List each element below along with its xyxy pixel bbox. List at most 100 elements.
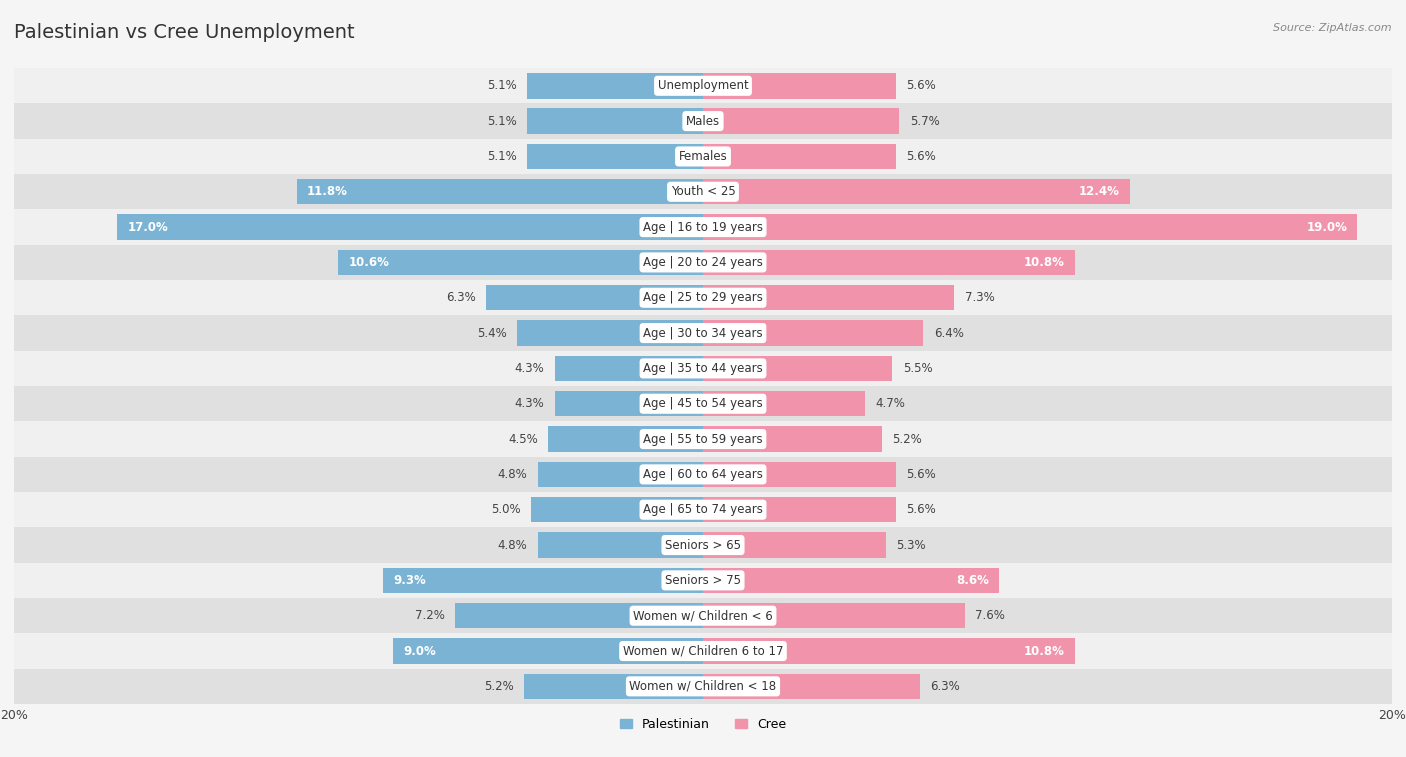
Bar bbox=[703, 108, 900, 134]
Text: Seniors > 65: Seniors > 65 bbox=[665, 538, 741, 552]
Bar bbox=[703, 250, 1076, 275]
Bar bbox=[703, 285, 955, 310]
Bar bbox=[527, 73, 703, 98]
Text: Youth < 25: Youth < 25 bbox=[671, 185, 735, 198]
Text: 5.0%: 5.0% bbox=[491, 503, 520, 516]
Text: 12.4%: 12.4% bbox=[1078, 185, 1119, 198]
Text: 10.6%: 10.6% bbox=[349, 256, 389, 269]
Bar bbox=[537, 462, 703, 487]
Text: 17.0%: 17.0% bbox=[128, 220, 169, 234]
Text: 5.6%: 5.6% bbox=[907, 468, 936, 481]
Text: Age | 25 to 29 years: Age | 25 to 29 years bbox=[643, 291, 763, 304]
Bar bbox=[14, 139, 1392, 174]
Bar bbox=[537, 532, 703, 558]
Text: 5.1%: 5.1% bbox=[488, 79, 517, 92]
Text: 4.7%: 4.7% bbox=[875, 397, 905, 410]
Bar bbox=[703, 638, 1076, 664]
Bar bbox=[703, 568, 1000, 593]
Text: Age | 65 to 74 years: Age | 65 to 74 years bbox=[643, 503, 763, 516]
Text: Males: Males bbox=[686, 114, 720, 128]
Text: 5.6%: 5.6% bbox=[907, 503, 936, 516]
Bar bbox=[703, 603, 965, 628]
Bar bbox=[531, 497, 703, 522]
Text: 5.1%: 5.1% bbox=[488, 150, 517, 163]
Bar bbox=[14, 668, 1392, 704]
Text: 4.5%: 4.5% bbox=[508, 432, 537, 446]
Bar bbox=[703, 532, 886, 558]
Bar bbox=[703, 214, 1358, 240]
Bar bbox=[297, 179, 703, 204]
Text: 7.3%: 7.3% bbox=[965, 291, 994, 304]
Text: Age | 16 to 19 years: Age | 16 to 19 years bbox=[643, 220, 763, 234]
Text: 6.4%: 6.4% bbox=[934, 326, 963, 340]
Text: 10.8%: 10.8% bbox=[1024, 256, 1064, 269]
Text: Age | 45 to 54 years: Age | 45 to 54 years bbox=[643, 397, 763, 410]
Bar bbox=[527, 108, 703, 134]
Bar bbox=[486, 285, 703, 310]
Bar bbox=[337, 250, 703, 275]
Text: 7.2%: 7.2% bbox=[415, 609, 444, 622]
Text: Source: ZipAtlas.com: Source: ZipAtlas.com bbox=[1274, 23, 1392, 33]
Text: Women w/ Children < 18: Women w/ Children < 18 bbox=[630, 680, 776, 693]
Bar bbox=[14, 598, 1392, 634]
Text: 9.3%: 9.3% bbox=[392, 574, 426, 587]
Text: Age | 30 to 34 years: Age | 30 to 34 years bbox=[643, 326, 763, 340]
Bar bbox=[14, 456, 1392, 492]
Bar bbox=[703, 144, 896, 169]
Text: Females: Females bbox=[679, 150, 727, 163]
Bar bbox=[392, 638, 703, 664]
Bar bbox=[527, 144, 703, 169]
Bar bbox=[703, 356, 893, 381]
Bar bbox=[703, 426, 882, 452]
Text: Age | 20 to 24 years: Age | 20 to 24 years bbox=[643, 256, 763, 269]
Bar bbox=[14, 210, 1392, 245]
Text: 5.5%: 5.5% bbox=[903, 362, 932, 375]
Bar bbox=[14, 174, 1392, 210]
Text: 10.8%: 10.8% bbox=[1024, 644, 1064, 658]
Bar bbox=[14, 280, 1392, 316]
Bar bbox=[703, 179, 1130, 204]
Bar bbox=[14, 422, 1392, 456]
Bar bbox=[14, 528, 1392, 562]
Text: 4.3%: 4.3% bbox=[515, 397, 544, 410]
Bar bbox=[548, 426, 703, 452]
Bar bbox=[555, 356, 703, 381]
Text: 6.3%: 6.3% bbox=[931, 680, 960, 693]
Text: 19.0%: 19.0% bbox=[1306, 220, 1347, 234]
Bar bbox=[703, 462, 896, 487]
Text: 4.8%: 4.8% bbox=[498, 538, 527, 552]
Text: 5.6%: 5.6% bbox=[907, 79, 936, 92]
Bar bbox=[524, 674, 703, 699]
Text: 5.1%: 5.1% bbox=[488, 114, 517, 128]
Bar bbox=[703, 320, 924, 346]
Text: Palestinian vs Cree Unemployment: Palestinian vs Cree Unemployment bbox=[14, 23, 354, 42]
Bar bbox=[703, 497, 896, 522]
Bar bbox=[382, 568, 703, 593]
Text: Age | 60 to 64 years: Age | 60 to 64 years bbox=[643, 468, 763, 481]
Text: 5.2%: 5.2% bbox=[484, 680, 513, 693]
Bar bbox=[703, 73, 896, 98]
Text: 8.6%: 8.6% bbox=[956, 574, 988, 587]
Bar bbox=[14, 386, 1392, 422]
Bar bbox=[456, 603, 703, 628]
Text: 6.3%: 6.3% bbox=[446, 291, 475, 304]
Bar bbox=[14, 245, 1392, 280]
Bar bbox=[14, 492, 1392, 528]
Bar bbox=[517, 320, 703, 346]
Text: 5.7%: 5.7% bbox=[910, 114, 939, 128]
Bar bbox=[14, 634, 1392, 668]
Bar bbox=[14, 350, 1392, 386]
Bar bbox=[703, 674, 920, 699]
Bar bbox=[117, 214, 703, 240]
Text: Unemployment: Unemployment bbox=[658, 79, 748, 92]
Bar bbox=[14, 316, 1392, 350]
Text: 5.2%: 5.2% bbox=[893, 432, 922, 446]
Text: 11.8%: 11.8% bbox=[307, 185, 347, 198]
Text: 5.4%: 5.4% bbox=[477, 326, 506, 340]
Text: Seniors > 75: Seniors > 75 bbox=[665, 574, 741, 587]
Text: 5.3%: 5.3% bbox=[896, 538, 925, 552]
Bar bbox=[14, 104, 1392, 139]
Bar bbox=[555, 391, 703, 416]
Text: Women w/ Children 6 to 17: Women w/ Children 6 to 17 bbox=[623, 644, 783, 658]
Bar bbox=[703, 391, 865, 416]
